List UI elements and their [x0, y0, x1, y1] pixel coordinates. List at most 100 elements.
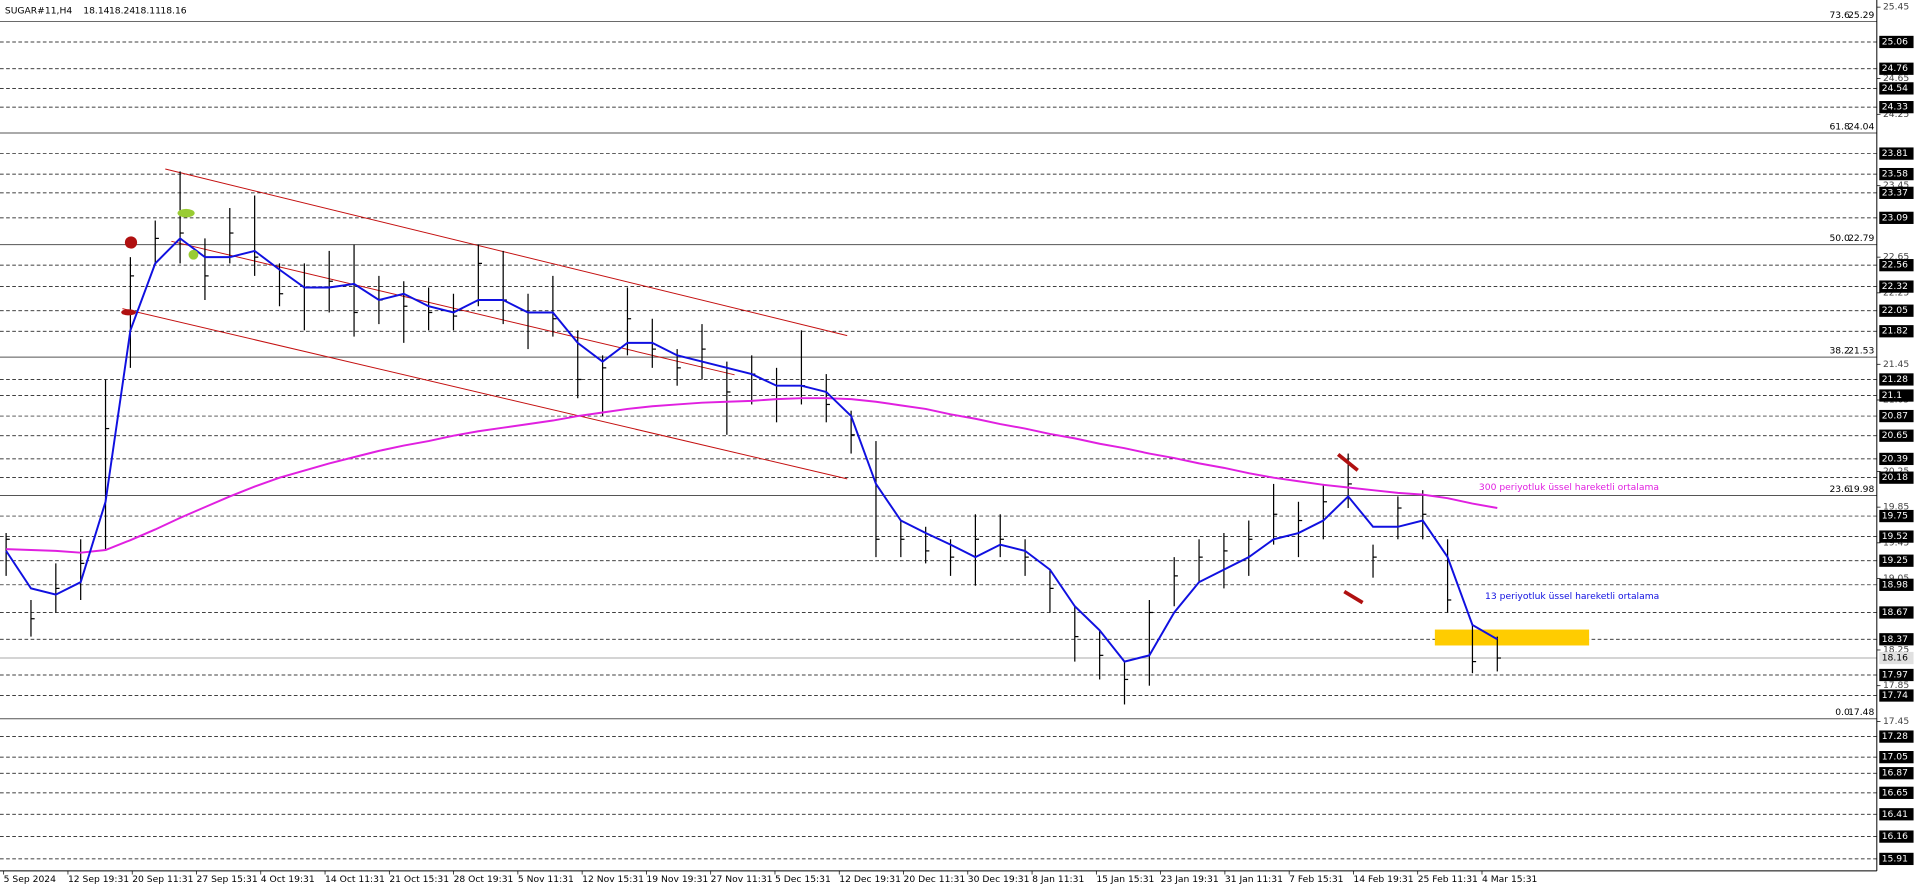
marker-green [188, 249, 199, 260]
x-tick-label: 20 Sep 11:31 [132, 874, 193, 885]
plot: 300 periyotluk üssel hareketli ortalama 1… [5, 171, 1659, 705]
level-box [1879, 304, 1914, 317]
marker-green [177, 208, 195, 218]
y-tick-label: 24.25 [1883, 109, 1909, 120]
x-tick-label: 4 Mar 15:31 [1482, 874, 1537, 885]
x-tick-label: 20 Dec 11:31 [904, 874, 966, 885]
y-tick-label: 21.45 [1883, 359, 1909, 370]
fib-value: 25.29 [1848, 10, 1874, 21]
level-label: 18.37 [1882, 634, 1908, 645]
level-label: 24.76 [1882, 63, 1908, 74]
x-tick-label: 5 Nov 11:31 [518, 874, 574, 885]
level-box [1879, 830, 1914, 843]
level-box [1879, 530, 1914, 543]
fib-ratio: 23.6 [1829, 484, 1850, 495]
x-tick-label: 27 Sep 15:31 [196, 874, 257, 885]
y-tick-label: 19.45 [1883, 537, 1909, 548]
level-box [1879, 280, 1914, 293]
x-tick-label: 5 Dec 15:31 [775, 874, 831, 885]
zone-highlight [1434, 629, 1590, 646]
x-tick-label: 12 Dec 19:31 [839, 874, 901, 885]
fib-ratio: 38.2 [1829, 346, 1849, 357]
level-label: 17.97 [1882, 669, 1908, 680]
level-box [1879, 325, 1914, 338]
y-tick-label: 17.45 [1883, 716, 1909, 727]
x-tick-label: 7 Feb 15:31 [1289, 874, 1343, 885]
x-tick-label: 23 Jan 19:31 [1161, 874, 1219, 885]
x-tick-label: 21 Oct 15:31 [389, 874, 449, 885]
level-label: 19.75 [1882, 511, 1908, 522]
level-label: 21.1 [1882, 390, 1902, 401]
level-box [1879, 578, 1914, 591]
level-label: 22.05 [1882, 305, 1908, 316]
level-box [1879, 730, 1914, 743]
level-label: 24.54 [1882, 83, 1908, 94]
x-tick-label: 12 Sep 19:31 [68, 874, 129, 885]
level-box [1879, 808, 1914, 821]
marker-red [1336, 452, 1359, 472]
ohlc-high: 18.24 [109, 6, 135, 17]
level-box [1879, 606, 1914, 619]
y-tick-label: 17.85 [1883, 680, 1909, 691]
x-tick-label: 4 Oct 19:31 [261, 874, 315, 885]
level-box [1879, 35, 1914, 49]
x-tick-label: 27 Nov 11:31 [711, 874, 773, 885]
fib-ratio: 50.0 [1829, 233, 1850, 244]
y-tick-label: 20.25 [1883, 466, 1909, 477]
symbol: SUGAR#11,H4 [5, 6, 72, 17]
y-tick-label: 22.25 [1883, 287, 1909, 298]
y-tick-label: 24.65 [1883, 73, 1909, 84]
level-box [1879, 668, 1914, 682]
fib-ratio: 0.0 [1835, 707, 1850, 718]
level-box [1879, 167, 1914, 181]
level-box [1879, 689, 1914, 702]
level-box [1879, 147, 1914, 160]
level-label: 15.91 [1882, 853, 1908, 864]
level-label: 19.52 [1882, 531, 1908, 542]
level-box [1879, 509, 1914, 523]
ohlc-open: 18.14 [83, 6, 109, 17]
fib-value: 17.48 [1848, 707, 1874, 718]
ema-annotation: 300 periyotluk üssel hareketli ortalama [1479, 482, 1659, 493]
level-box [1879, 471, 1914, 484]
channel-lower [122, 308, 848, 480]
level-box [1879, 373, 1914, 386]
y-tick-label: 22.65 [1883, 252, 1909, 263]
level-label: 19.25 [1882, 555, 1908, 566]
level-box [1879, 211, 1914, 224]
level-box [1879, 651, 1914, 665]
level-box [1879, 259, 1914, 272]
level-box [1879, 452, 1914, 466]
fib-ratio: 73.6 [1829, 10, 1850, 21]
x-tick-label: 14 Feb 19:31 [1353, 874, 1413, 885]
level-label: 23.37 [1882, 187, 1908, 198]
level-box [1879, 633, 1914, 646]
y-tick-label: 23.45 [1883, 180, 1909, 191]
level-box [1879, 751, 1914, 764]
fib-ratio: 61.8 [1829, 121, 1850, 132]
x-tick-label: 15 Jan 15:31 [1096, 874, 1154, 885]
level-label: 18.16 [1882, 653, 1908, 664]
level-box [1879, 186, 1914, 199]
ema-line [5, 237, 1498, 663]
ohlc-low: 18.11 [135, 6, 161, 17]
level-box [1879, 101, 1914, 114]
level-label: 20.39 [1882, 453, 1908, 464]
level-label: 20.87 [1882, 411, 1908, 422]
x-tick-label: 12 Nov 15:31 [582, 874, 644, 885]
level-label: 17.28 [1882, 731, 1908, 742]
fib-value: 21.53 [1848, 346, 1874, 357]
level-label: 16.16 [1882, 831, 1908, 842]
level-box [1879, 786, 1914, 799]
level-box [1879, 429, 1914, 442]
level-box [1879, 852, 1914, 866]
level-label: 23.81 [1882, 148, 1908, 159]
y-tick-label: 18.25 [1883, 644, 1909, 655]
level-label: 21.28 [1882, 374, 1908, 385]
ema-line [6, 397, 1498, 554]
level-label: 16.65 [1882, 787, 1908, 798]
x-tick-label: 30 Dec 19:31 [968, 874, 1030, 885]
